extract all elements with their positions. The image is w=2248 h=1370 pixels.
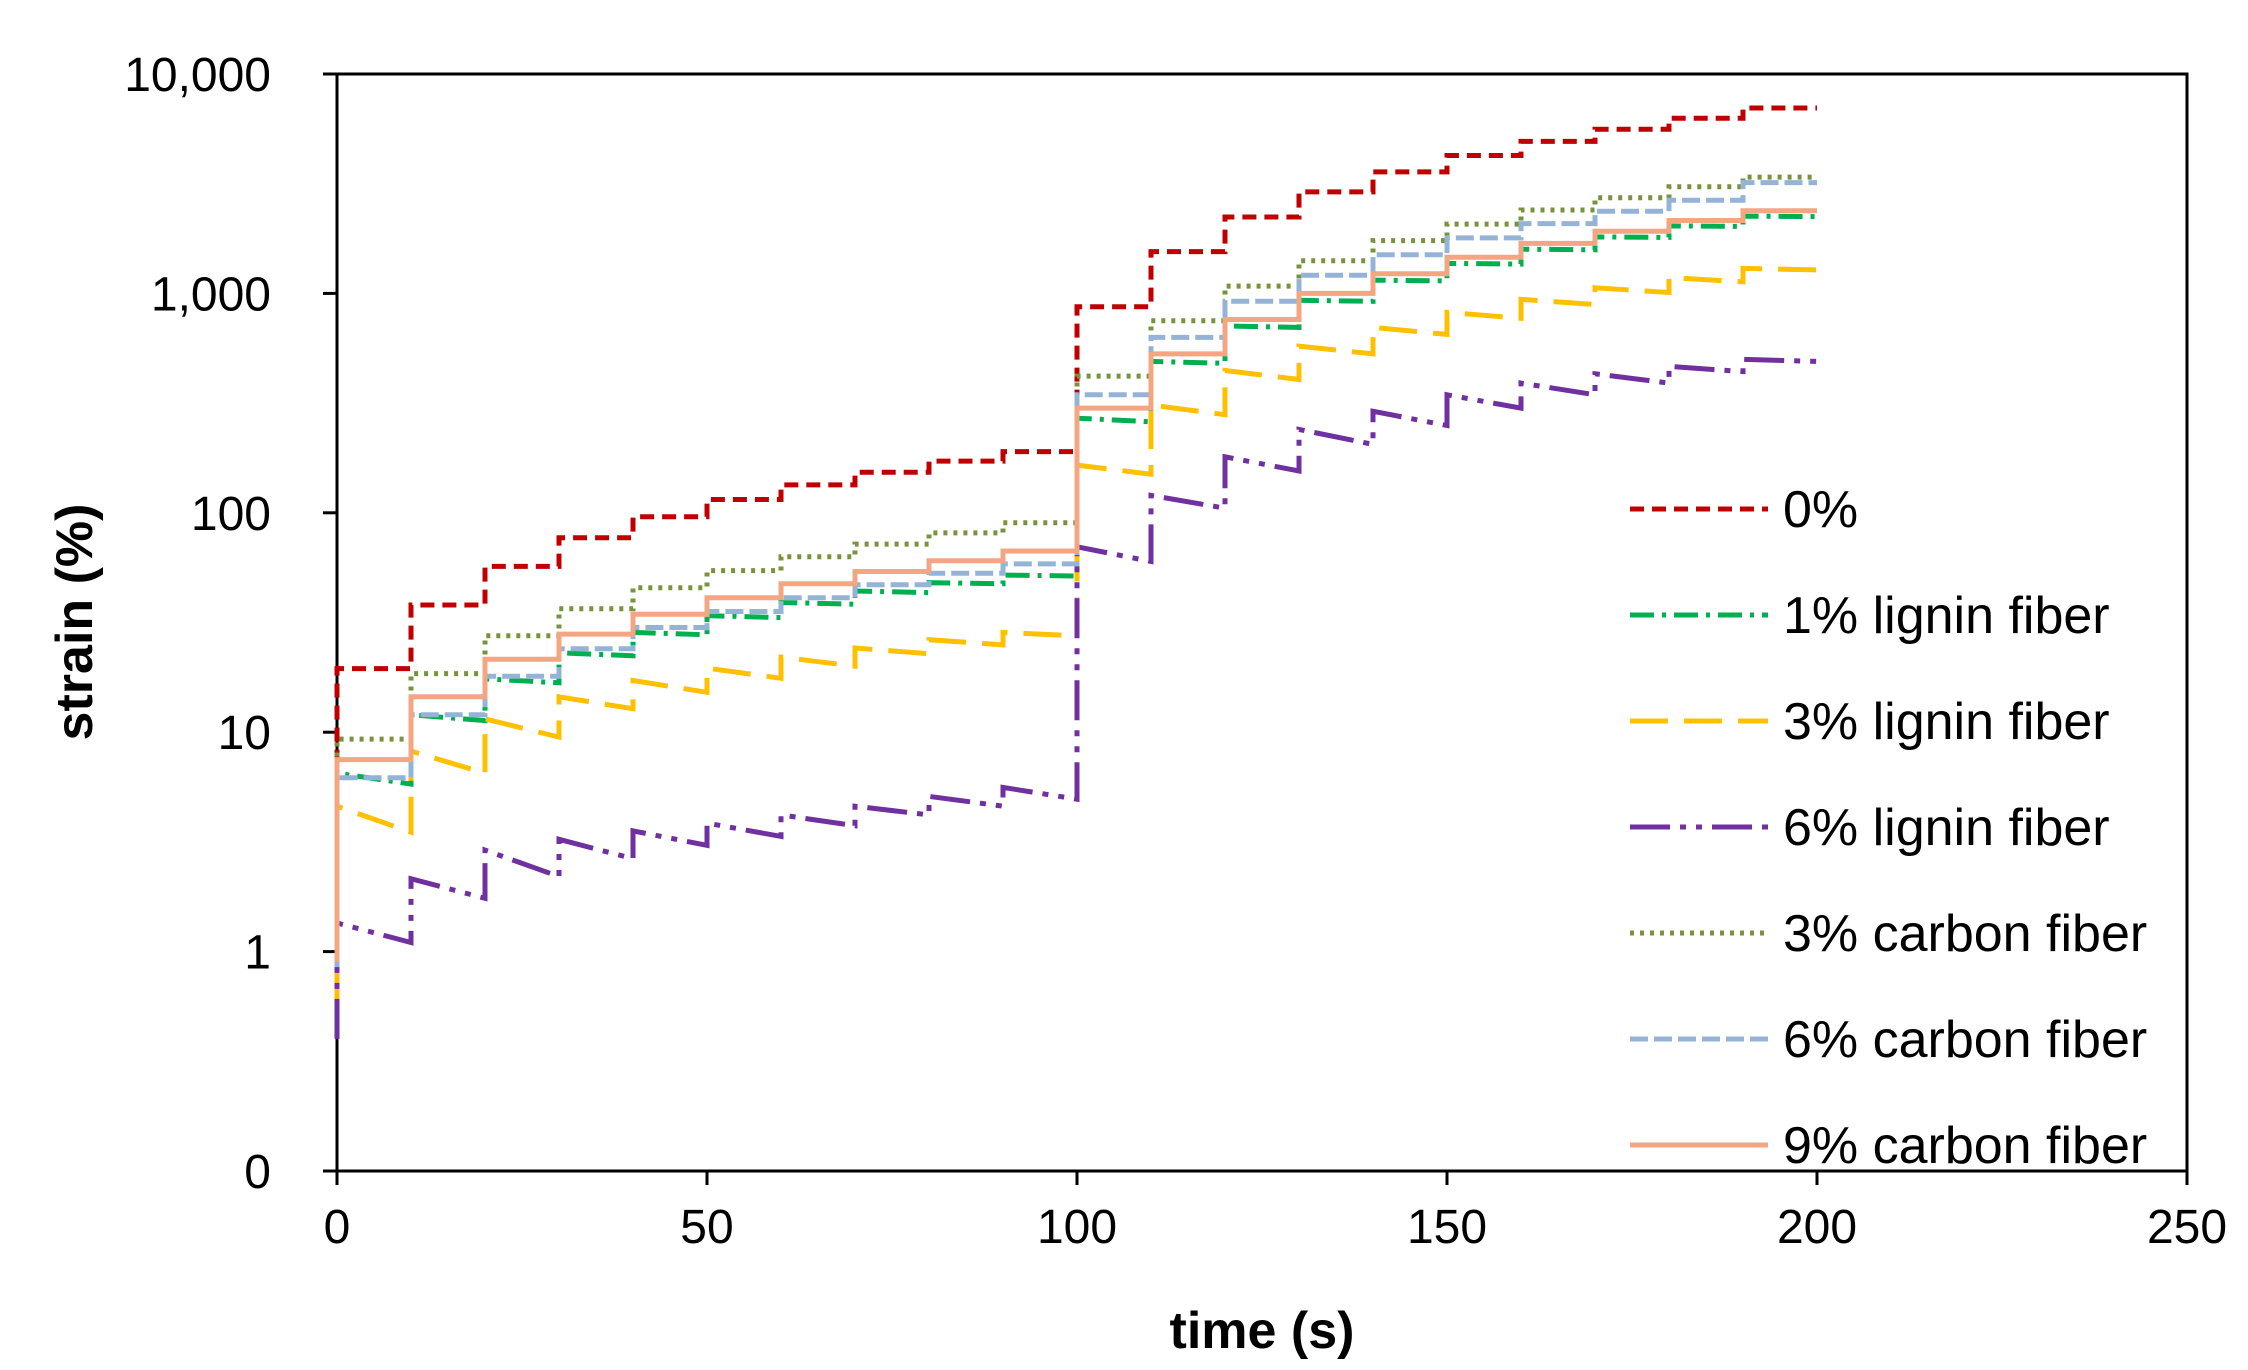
y-tick-label: 0 [244,1146,271,1199]
x-tick-label: 200 [1777,1201,1857,1254]
plot-frame [335,72,2189,1173]
x-tick-label: 150 [1407,1201,1487,1254]
y-axis-ticks: 0 1 10 100 1,000 10,000 [124,49,337,1199]
y-tick-label: 10 [218,707,271,760]
y-tick-label: 10,000 [124,49,271,102]
legend-label: 9% carbon fiber [1783,1117,2147,1175]
legend-label: 3% lignin fiber [1783,693,2110,751]
series-line [334,356,1818,1039]
legend-label: 6% carbon fiber [1783,1011,2147,1069]
x-tick-label: 100 [1037,1201,1117,1254]
x-axis-ticks: 0 50 100 150 200 250 [324,1171,2227,1254]
x-tick-label: 50 [680,1201,733,1254]
series-lines [334,105,1818,1039]
legend-label: 1% lignin fiber [1783,587,2110,645]
y-tick-label: 1,000 [151,268,271,321]
legend-label: 0% [1783,481,1858,539]
legend-label: 6% lignin fiber [1783,799,2110,857]
y-axis-title: strain (%) [46,504,104,741]
y-tick-label: 100 [191,488,271,541]
x-axis-title: time (s) [1170,1302,1355,1360]
x-tick-label: 0 [324,1201,351,1254]
x-tick-label: 250 [2147,1201,2227,1254]
series-line [334,105,1817,962]
legend-label: 3% carbon fiber [1783,905,2147,963]
legend: 0% 1% lignin fiber 3% lignin fiber 6% ligni… [1630,481,2147,1175]
y-tick-label: 1 [244,927,271,980]
series-line [334,208,1817,962]
